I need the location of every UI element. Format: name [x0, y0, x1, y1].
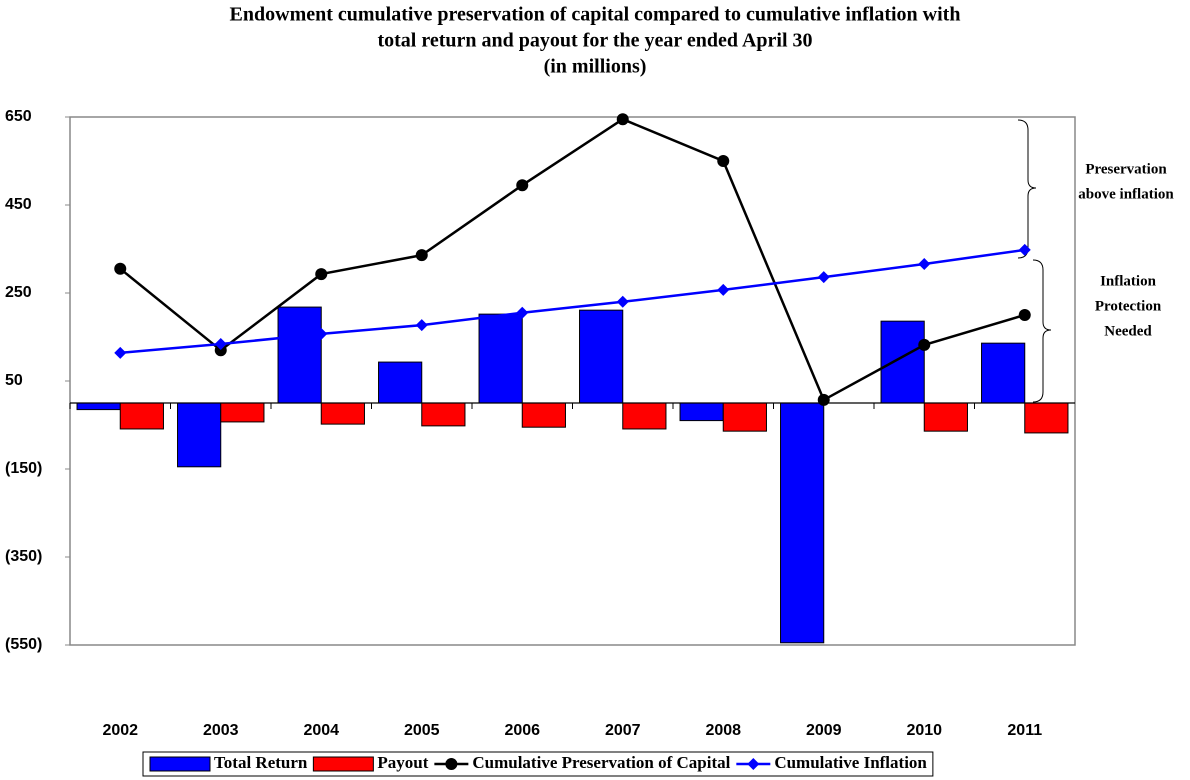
chart-title: Endowment cumulative preservation of cap…	[230, 4, 961, 26]
point	[415, 249, 428, 262]
y-tick-label: 650	[5, 108, 32, 125]
bar	[76, 402, 121, 411]
x-tick-label: 2004	[303, 722, 339, 739]
bar	[622, 402, 667, 430]
annotation: above inflation	[1078, 186, 1174, 202]
annotation: Preservation	[1085, 161, 1167, 177]
y-tick-label: (150)	[5, 460, 42, 477]
legend-label: Cumulative Preservation of Capital	[472, 753, 730, 772]
bar	[421, 402, 466, 427]
y-tick-label: (350)	[5, 548, 42, 565]
brace	[1032, 259, 1052, 403]
point	[616, 295, 629, 308]
point	[114, 262, 127, 275]
point	[1018, 243, 1031, 256]
annotation: Inflation	[1100, 273, 1157, 289]
legend-label: Payout	[377, 753, 428, 772]
bar	[478, 313, 523, 404]
point	[315, 268, 328, 281]
x-tick-label: 2008	[705, 722, 741, 739]
bar	[378, 361, 423, 404]
point	[114, 346, 127, 359]
legend-marker	[747, 758, 760, 770]
bar	[521, 402, 566, 428]
series-line	[119, 117, 1026, 402]
legend	[142, 751, 934, 777]
bar	[277, 306, 322, 404]
bar	[880, 320, 925, 404]
y-tick-label: 250	[5, 284, 32, 301]
point	[817, 393, 830, 406]
x-tick-label: 2009	[806, 722, 842, 739]
x-tick-label: 2006	[504, 722, 540, 739]
legend-swatch	[149, 756, 211, 772]
legend-label: Total Return	[214, 753, 308, 772]
bar	[679, 402, 724, 422]
x-tick-label: 2002	[102, 722, 138, 739]
bar	[220, 402, 265, 423]
y-tick-label: 50	[5, 372, 23, 389]
point	[817, 271, 830, 284]
point	[214, 344, 227, 357]
legend-marker	[445, 758, 458, 770]
x-tick-label: 2005	[404, 722, 440, 739]
point	[516, 179, 529, 192]
bar	[1024, 402, 1069, 434]
chart-title: (in millions)	[544, 56, 647, 78]
legend-label: Cumulative Inflation	[774, 753, 927, 772]
point	[1018, 309, 1031, 321]
point	[415, 319, 428, 332]
point	[214, 338, 227, 351]
point	[918, 338, 931, 351]
x-tick-label: 2007	[605, 722, 641, 739]
bar	[981, 342, 1026, 404]
annotation: Needed	[1104, 323, 1152, 339]
point	[918, 257, 931, 270]
bar	[119, 402, 164, 430]
series-line	[120, 248, 1025, 355]
chart-title: total return and payout for the year end…	[377, 30, 812, 52]
point	[616, 113, 629, 126]
bar	[320, 402, 365, 425]
x-tick-label: 2003	[203, 722, 239, 739]
y-tick-label: (550)	[5, 636, 42, 653]
bar	[923, 402, 968, 432]
bar	[579, 309, 624, 404]
point	[516, 306, 529, 319]
point	[717, 283, 730, 296]
legend-swatch	[312, 756, 374, 772]
bar	[177, 402, 222, 468]
point	[717, 155, 730, 167]
x-tick-label: 2010	[906, 722, 942, 739]
bar	[722, 402, 767, 432]
annotation: Protection	[1095, 298, 1162, 314]
y-tick-label: 450	[5, 196, 32, 213]
bar	[780, 402, 825, 644]
point	[315, 327, 328, 340]
x-tick-label: 2011	[1007, 722, 1042, 739]
